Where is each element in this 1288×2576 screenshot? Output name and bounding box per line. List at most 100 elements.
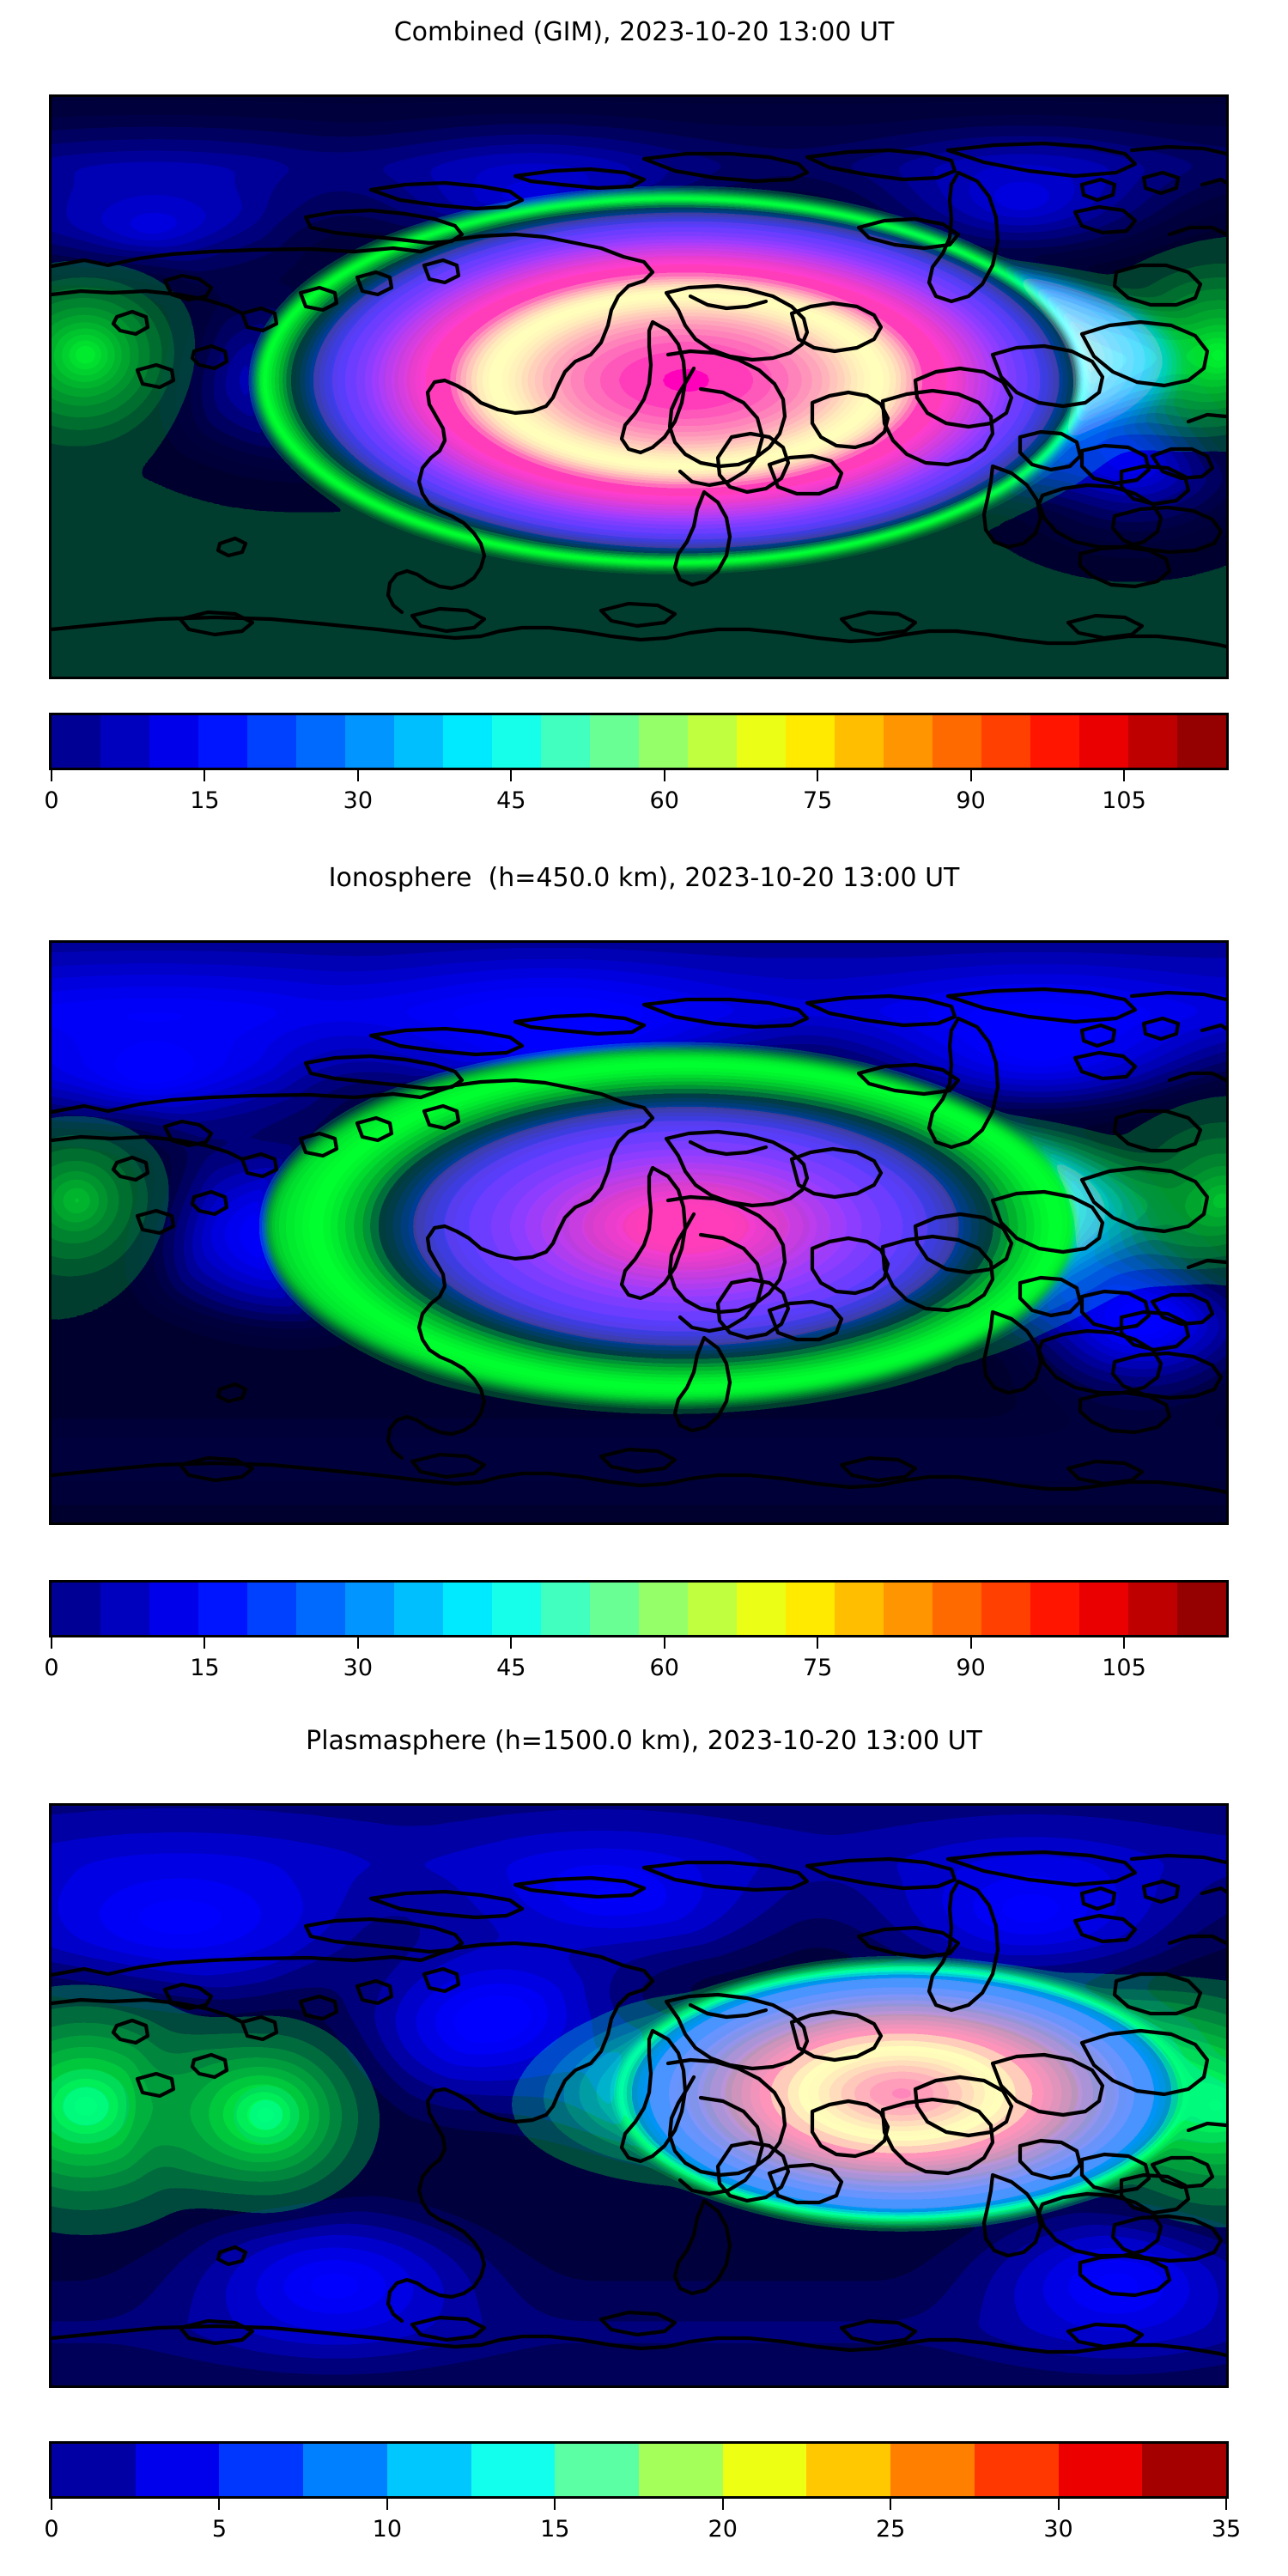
colorbar-band <box>247 715 297 768</box>
colorbar-tick <box>218 2499 221 2510</box>
colorbar-band <box>1079 1583 1129 1635</box>
colorbar-tick <box>356 770 359 781</box>
colorbar-tick <box>51 770 52 781</box>
colorbar-tick <box>1057 2499 1060 2510</box>
colorbar-tick-label: 105 <box>1102 1655 1146 1681</box>
colorbar-tick-label: 15 <box>540 2516 570 2543</box>
colorbar-band <box>974 2444 1060 2496</box>
colorbar-band <box>135 2444 221 2496</box>
colorbar-tick <box>1225 2499 1227 2510</box>
colorbar-band <box>198 715 248 768</box>
colorbar-band <box>296 715 346 768</box>
colorbar-band <box>737 1583 787 1635</box>
colorbar-band <box>149 715 199 768</box>
coastlines-plasmasphere <box>52 1850 1226 2358</box>
map-combined-gim <box>49 94 1229 679</box>
colorbar-band <box>149 1583 199 1635</box>
colorbar-band <box>737 715 787 768</box>
colorbar-band <box>722 2444 808 2496</box>
colorbar-band <box>303 2444 388 2496</box>
colorbar-tick <box>1123 1637 1126 1649</box>
colorbar-tick-label: 15 <box>190 1655 220 1681</box>
colorbar-band <box>443 1583 493 1635</box>
colorbar-band <box>1128 1583 1178 1635</box>
colorbar-band <box>541 1583 591 1635</box>
colorbar-ticks-plasmasphere: 0 5 10 15 20 25 30 35 <box>44 2499 1241 2559</box>
colorbar-band <box>590 715 640 768</box>
map-canvas-plasmasphere <box>52 1806 1226 2385</box>
colorbar-band <box>52 2444 137 2496</box>
colorbar-band <box>1079 715 1129 768</box>
colorbar-tick-label: 60 <box>649 1655 679 1681</box>
colorbar-band <box>933 1583 982 1635</box>
map-canvas-combined <box>52 97 1226 677</box>
colorbar-band <box>639 1583 689 1635</box>
colorbar-tick-label: 0 <box>44 787 59 814</box>
colorbar-tick <box>356 1637 359 1649</box>
colorbar-tick-label: 15 <box>190 787 220 814</box>
colorbar-band <box>1058 2444 1143 2496</box>
colorbar-band <box>1177 715 1226 768</box>
colorbar-band <box>890 2444 975 2496</box>
colorbar-band <box>492 1583 542 1635</box>
colorbar-band <box>1177 1583 1226 1635</box>
colorbar-band <box>345 1583 395 1635</box>
colorbar-tick-label: 75 <box>802 1655 833 1681</box>
colorbar-band <box>394 715 444 768</box>
colorbar-combined: 0 15 30 45 60 75 90 105 <box>44 713 1229 833</box>
colorbar-tick-label: 25 <box>875 2516 906 2543</box>
colorbar-tick <box>721 2499 724 2510</box>
colorbar-band <box>52 715 101 768</box>
colorbar-tick <box>510 1637 513 1649</box>
colorbar-tick <box>890 2499 892 2510</box>
colorbar-band <box>100 715 150 768</box>
map-ionosphere <box>49 940 1229 1525</box>
colorbar-tick <box>204 1637 206 1649</box>
colorbar-band <box>541 715 591 768</box>
colorbar-tick-label: 30 <box>1043 2516 1073 2543</box>
colorbar-tick <box>554 2499 556 2510</box>
colorbar-band <box>492 715 542 768</box>
colorbar-band <box>219 2444 304 2496</box>
panel-title-plasmasphere: Plasmasphere (h=1500.0 km), 2023-10-20 1… <box>306 1726 982 1756</box>
panel-title-combined: Combined (GIM), 2023-10-20 13:00 UT <box>393 17 895 47</box>
colorbar-band <box>786 715 835 768</box>
colorbar-band <box>806 2444 891 2496</box>
colorbar-tick <box>510 770 513 781</box>
colorbar-tick-label: 0 <box>44 2516 59 2543</box>
colorbar-tick <box>817 1637 819 1649</box>
colorbar-band <box>471 2444 556 2496</box>
colorbar-tick <box>204 770 206 781</box>
colorbar-band <box>933 715 982 768</box>
colorbar-tick-label: 30 <box>343 1655 374 1681</box>
colorbar-ticks-combined: 0 15 30 45 60 75 90 105 <box>44 770 1229 830</box>
colorbar-tick <box>817 770 819 781</box>
colorbar-band <box>443 715 493 768</box>
colorbar-band <box>345 715 395 768</box>
colorbar-tick <box>969 770 972 781</box>
colorbar-tick <box>969 1637 972 1649</box>
colorbar-tick-label: 90 <box>956 1655 986 1681</box>
colorbar-tick-label: 45 <box>496 1655 526 1681</box>
colorbar-band <box>884 1583 933 1635</box>
map-plasmasphere <box>49 1803 1229 2388</box>
map-canvas-ionosphere <box>52 943 1226 1522</box>
colorbar-ionosphere: 0 15 30 45 60 75 90 105 <box>44 1580 1229 1700</box>
colorbar-tick <box>51 1637 52 1649</box>
colorbar-tick-label: 105 <box>1102 787 1146 814</box>
colorbar-tick-label: 75 <box>802 787 833 814</box>
colorbar-band <box>1142 2444 1226 2496</box>
colorbar-band <box>590 1583 640 1635</box>
colorbar-band <box>981 715 1031 768</box>
colorbar-tick <box>663 770 665 781</box>
colorbar-tick-label: 45 <box>496 787 526 814</box>
colorbar-plasmasphere: 0 5 10 15 20 25 30 35 <box>44 2441 1241 2561</box>
colorbar-band <box>386 2444 472 2496</box>
coastlines-combined <box>52 141 1226 649</box>
colorbar-band <box>52 1583 101 1635</box>
colorbar-tick-label: 20 <box>708 2516 738 2543</box>
colorbar-tick <box>1123 770 1126 781</box>
colorbar-tick <box>386 2499 388 2510</box>
colorbar-tick-label: 0 <box>44 1655 59 1681</box>
